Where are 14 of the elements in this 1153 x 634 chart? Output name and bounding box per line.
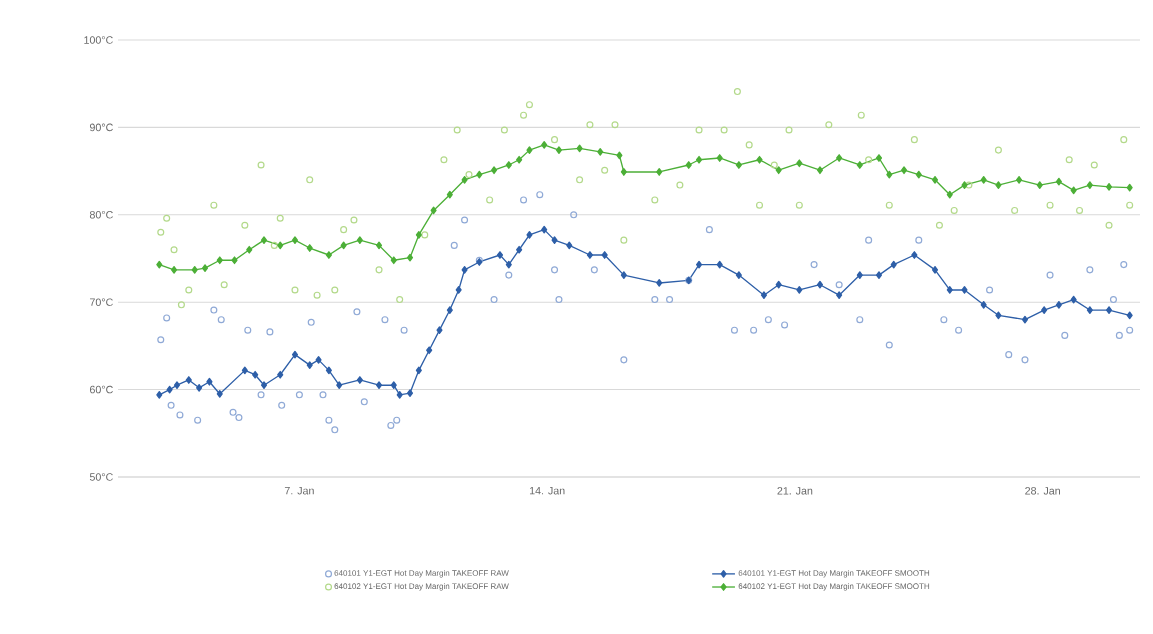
y-tick-label: 50°C — [89, 473, 113, 481]
legend-label: 640101 Y1-EGT Hot Day Margin TAKEOFF SMOOTH — [738, 569, 930, 578]
y-tick-label: 80°C — [89, 211, 113, 219]
x-tick-label: 28. Jan — [1025, 487, 1060, 495]
y-tick-label: 100°C — [84, 36, 113, 44]
x-tick-label: 14. Jan — [529, 487, 565, 495]
y-tick-label: 90°C — [89, 123, 113, 132]
x-tick-label: 21. Jan — [777, 487, 813, 495]
y-tick-label: 60°C — [90, 385, 113, 394]
legend-label: 640102 Y1-EGT Hot Day Margin TAKEOFF SMOOTH — [738, 583, 930, 591]
x-tick-label: 7. Jan — [284, 487, 314, 495]
y-tick-label: 70°C — [90, 298, 113, 306]
legend-label: 640101 Y1-EGT Hot Day Margin TAKEOFF RAW — [334, 569, 509, 578]
legend-label: 640102 Y1-EGT Hot Day Margin TAKEOFF RAW — [334, 583, 509, 591]
